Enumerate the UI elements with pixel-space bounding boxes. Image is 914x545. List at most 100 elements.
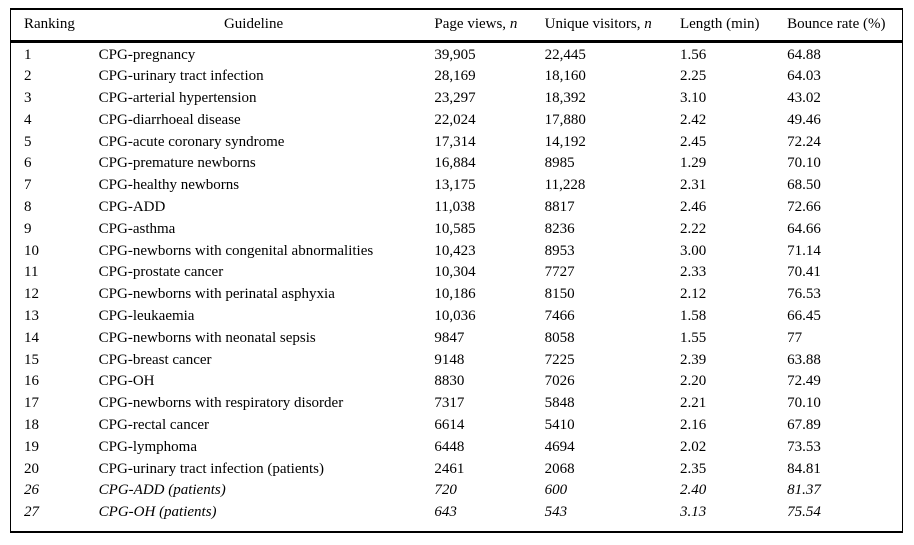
header-unique-visitors: Unique visitors, n (532, 9, 667, 41)
cell-page-views: 8830 (434, 373, 465, 390)
header-unique-visitors-label: Unique visitors, (544, 16, 645, 33)
table-row: 5 CPG-acute coronary syndrome 17,314 14,… (11, 132, 903, 154)
cell-page-views: 13,175 (434, 177, 476, 194)
cell-length: 2.02 (679, 438, 707, 455)
cell-bounce-rate: 75.54 (787, 504, 821, 521)
cell-unique-visitors: 18,160 (544, 68, 586, 85)
cell-length: 3.10 (679, 90, 707, 107)
cell-unique-visitors: 8817 (544, 199, 575, 216)
cell-unique-visitors: 14,192 (544, 133, 586, 150)
header-length-label: Length (min) (679, 16, 760, 33)
table-row: 9 CPG-asthma 10,585 8236 2.22 64.66 (11, 219, 903, 241)
cell-ranking: 18 (24, 417, 39, 434)
cell-length: 2.40 (679, 482, 707, 499)
table-row: 4 CPG-diarrhoeal disease 22,024 17,880 2… (11, 110, 903, 132)
cell-ranking: 12 (24, 286, 39, 303)
cell-length: 2.39 (679, 351, 707, 368)
cell-page-views: 9847 (434, 329, 465, 346)
header-page-views-label: Page views, (434, 16, 510, 33)
table-row: 7 CPG-healthy newborns 13,175 11,228 2.3… (11, 175, 903, 197)
cell-unique-visitors: 4694 (544, 438, 575, 455)
cell-unique-visitors: 7225 (544, 351, 575, 368)
cell-bounce-rate: 71.14 (787, 242, 821, 259)
table-row: 6 CPG-premature newborns 16,884 8985 1.2… (11, 153, 903, 175)
cell-length: 2.20 (679, 373, 707, 390)
cell-unique-visitors: 7026 (544, 373, 575, 390)
cell-unique-visitors: 8953 (544, 242, 575, 259)
table-row: 26 CPG-ADD (patients) 720 600 2.40 81.37 (11, 480, 903, 502)
cell-ranking: 3 (24, 90, 32, 107)
cell-bounce-rate: 72.24 (787, 133, 821, 150)
cell-length: 1.58 (679, 308, 707, 325)
table-row: 10 CPG-newborns with congenital abnormal… (11, 241, 903, 263)
cell-unique-visitors: 8985 (544, 155, 575, 172)
cell-length: 2.31 (679, 177, 707, 194)
table-row: 17 CPG-newborns with respiratory disorde… (11, 393, 903, 415)
table-row: 2 CPG-urinary tract infection 28,169 18,… (11, 66, 903, 88)
cell-ranking: 8 (24, 199, 32, 216)
cell-page-views: 28,169 (434, 68, 476, 85)
cell-guideline: CPG-arterial hypertension (98, 90, 257, 107)
header-ranking: Ranking (11, 9, 86, 41)
table-row: 1 CPG-pregnancy 39,905 22,445 1.56 64.88 (11, 41, 903, 66)
cell-page-views: 16,884 (434, 155, 476, 172)
cell-ranking: 19 (24, 438, 39, 455)
cell-guideline: CPG-asthma (98, 220, 176, 237)
cell-ranking: 10 (24, 242, 39, 259)
cell-bounce-rate: 76.53 (787, 286, 821, 303)
cell-guideline: CPG-premature newborns (98, 155, 256, 172)
cell-unique-visitors: 5848 (544, 395, 575, 412)
cell-unique-visitors: 2068 (544, 460, 575, 477)
cell-page-views: 11,038 (434, 199, 476, 216)
cell-guideline: CPG-OH (patients) (98, 504, 217, 521)
cell-guideline: CPG-lymphoma (98, 438, 197, 455)
cell-bounce-rate: 66.45 (787, 308, 821, 325)
cell-ranking: 14 (24, 329, 39, 346)
table-body: 1 CPG-pregnancy 39,905 22,445 1.56 64.88… (11, 41, 903, 532)
cell-page-views: 10,186 (434, 286, 476, 303)
header-guideline-label: Guideline (223, 16, 284, 33)
cell-guideline: CPG-urinary tract infection (98, 68, 264, 85)
table-row: 16 CPG-OH 8830 7026 2.20 72.49 (11, 371, 903, 393)
cell-guideline: CPG-newborns with perinatal asphyxia (98, 286, 335, 303)
cell-ranking: 6 (24, 155, 32, 172)
header-bounce-rate: Bounce rate (%) (774, 9, 902, 41)
header-guideline: Guideline (86, 9, 422, 41)
cell-page-views: 7317 (434, 395, 465, 412)
cell-ranking: 15 (24, 351, 39, 368)
cell-unique-visitors: 5410 (544, 417, 575, 434)
cell-guideline: CPG-leukaemia (98, 308, 195, 325)
cell-length: 1.55 (679, 329, 707, 346)
cell-guideline: CPG-rectal cancer (98, 417, 210, 434)
table-row: 14 CPG-newborns with neonatal sepsis 984… (11, 328, 903, 350)
cell-ranking: 4 (24, 111, 32, 128)
cell-bounce-rate: 84.81 (787, 460, 821, 477)
cell-length: 2.22 (679, 220, 707, 237)
cell-page-views: 10,304 (434, 264, 476, 281)
cell-unique-visitors: 8058 (544, 329, 575, 346)
cell-page-views: 23,297 (434, 90, 476, 107)
cell-unique-visitors: 18,392 (544, 90, 586, 107)
header-length: Length (min) (667, 9, 774, 41)
cell-unique-visitors: 22,445 (544, 46, 586, 63)
header-page-views: Page views, n (421, 9, 531, 41)
cell-length: 1.29 (679, 155, 707, 172)
cell-guideline: CPG-prostate cancer (98, 264, 224, 281)
header-bounce-rate-label: Bounce rate (%) (787, 16, 886, 33)
cell-ranking: 11 (24, 264, 39, 281)
table-row: 12 CPG-newborns with perinatal asphyxia … (11, 284, 903, 306)
table-row: 3 CPG-arterial hypertension 23,297 18,39… (11, 88, 903, 110)
cell-length: 2.42 (679, 111, 707, 128)
cell-ranking: 5 (24, 133, 32, 150)
cell-length: 3.13 (679, 504, 707, 521)
cell-ranking: 20 (24, 460, 39, 477)
cell-page-views: 6448 (434, 438, 465, 455)
guidelines-table: Ranking Guideline Page views, n Unique v… (10, 8, 903, 534)
header-ranking-label: Ranking (24, 16, 75, 33)
cell-page-views: 10,423 (434, 242, 476, 259)
cell-page-views: 2461 (434, 460, 465, 477)
cell-ranking: 13 (24, 308, 39, 325)
cell-length: 2.21 (679, 395, 707, 412)
header-unique-visitors-italic: n (644, 16, 652, 33)
